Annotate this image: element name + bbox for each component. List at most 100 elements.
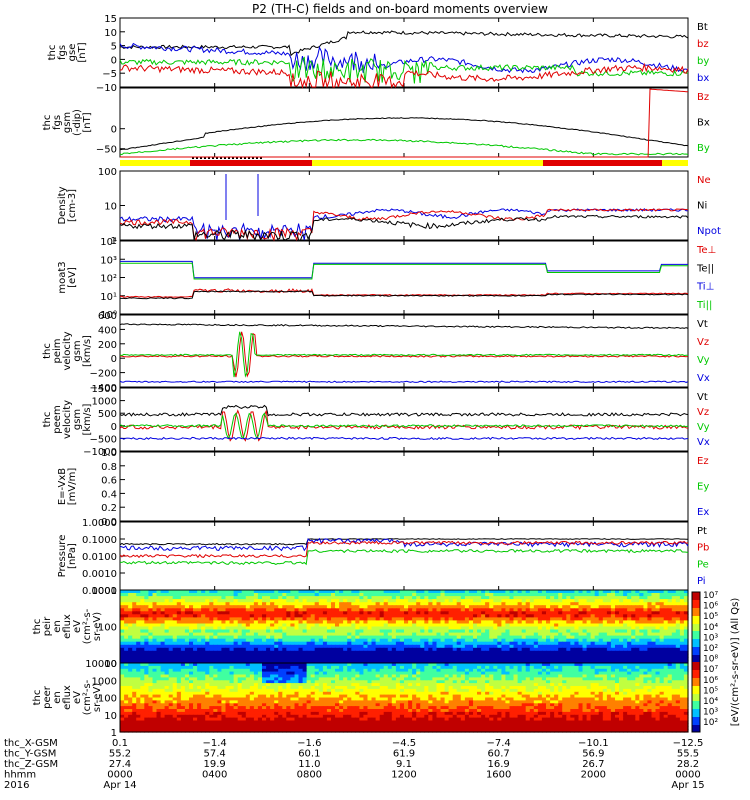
x-tick-value: −1.6: [297, 738, 321, 749]
y-axis-label: thc: [42, 115, 53, 131]
y-axis-label: gsm: [72, 409, 83, 430]
colorbar-tick-label: 10⁶: [703, 676, 718, 686]
y-tick-label: 10: [104, 659, 117, 670]
colorbar-cell: [692, 660, 700, 662]
colorbar-cell: [692, 706, 700, 708]
colorbar-cell: [692, 592, 700, 594]
legend-bx: bx: [697, 73, 709, 84]
colorbar-cell: [692, 728, 700, 730]
legend-npot: Npot: [697, 226, 721, 237]
y-axis-label: Density: [57, 186, 68, 224]
colorbar-cell: [692, 631, 700, 633]
colorbar-cell: [692, 699, 700, 701]
colorbar-cell: [692, 644, 700, 646]
colorbar-cell: [692, 613, 700, 615]
colorbar-cell: [692, 594, 700, 596]
y-tick-label: 0.0001: [82, 586, 117, 597]
panel-1-frame: [119, 17, 689, 88]
colorbar-cell: [692, 600, 700, 602]
panel-3-frame: [119, 170, 689, 241]
y-axis-label: [km/s]: [82, 403, 93, 435]
colorbar-cell: [692, 624, 700, 626]
colorbar-cell: [692, 723, 700, 725]
colorbar-tick-label: 10⁷: [703, 591, 718, 601]
colorbar-cell: [692, 647, 700, 649]
colorbar-cell: [692, 708, 700, 710]
y-tick-label: 15: [104, 14, 117, 25]
y-axis-label: Pressure: [57, 535, 68, 578]
colorbar-cell: [692, 620, 700, 622]
legend-te: Te⊥: [696, 245, 716, 256]
colorbar-cell: [692, 724, 700, 726]
colorbar-cell: [692, 650, 700, 652]
panel-7-frame: [119, 451, 689, 522]
legend-vx: Vx: [697, 373, 710, 384]
series-bt: [119, 30, 689, 57]
colorbar-cell: [692, 635, 700, 637]
x-tick-value: Apr 15: [671, 780, 704, 791]
chart-title: P2 (TH-C) fields and on-board moments ov…: [252, 2, 548, 16]
colorbar-cell: [692, 668, 700, 670]
y-axis-label: velocity: [62, 331, 73, 370]
legend-by: by: [697, 56, 709, 67]
y-axis-label: velocity: [62, 400, 73, 439]
colorbar-cell: [692, 711, 700, 713]
y-tick-label: 1: [111, 236, 117, 247]
panel-6-frame: [119, 387, 689, 452]
series-vx-e: [119, 436, 689, 440]
legend-bz: bz: [697, 39, 709, 50]
x-tick-value: 27.4: [109, 759, 131, 770]
y-axis-label: eV: [72, 691, 83, 704]
y-tick-label: 0: [111, 55, 117, 66]
colorbar-cell: [692, 666, 700, 668]
y-tick-label: 1000: [92, 397, 117, 408]
x-tick-value: 0400: [202, 770, 227, 781]
y-axis-label: gse: [67, 44, 78, 62]
y-axis-label: [nPa]: [67, 543, 78, 569]
status-bar-segment: [543, 160, 662, 166]
colorbar-cell: [692, 597, 700, 599]
colorbar-cell: [692, 673, 700, 675]
y-tick-label: 10⁴: [100, 237, 117, 248]
x-tick-value: −1.4: [203, 738, 227, 749]
colorbar-cell: [692, 698, 700, 700]
y-axis-label: [mV/m]: [67, 468, 78, 506]
y-axis-label: fgs: [57, 45, 68, 60]
legend-vy: Vy: [697, 355, 710, 366]
colorbar-cell: [692, 602, 700, 604]
colorbar-cell: [692, 608, 700, 610]
colorbar-cell: [692, 616, 700, 618]
y-tick-label: 10⁰: [100, 310, 117, 321]
y-axis-label: gsm: [62, 112, 73, 133]
colorbar-cell: [692, 656, 700, 658]
colorbar-cell: [692, 709, 700, 711]
x-row-label: thc_Z-GSM: [4, 759, 58, 770]
colorbar-cell: [692, 642, 700, 644]
legend-vx: Vx: [697, 437, 710, 448]
colorbar-cell: [692, 652, 700, 654]
x-tick-value: −12.5: [673, 738, 704, 749]
status-dot: [212, 157, 214, 159]
x-tick-value: 0000: [675, 770, 700, 781]
colorbar-cell: [692, 715, 700, 717]
series-vx: [119, 380, 689, 383]
colorbar-cell: [692, 598, 700, 600]
colorbar-cell: [692, 689, 700, 691]
colorbar-cell: [692, 684, 700, 686]
colorbar-cell: [692, 690, 700, 692]
colorbar-cell: [692, 710, 700, 712]
legend-vy: Vy: [697, 422, 710, 433]
y-tick-label: 0.2: [101, 503, 117, 514]
colorbar-cell: [692, 612, 700, 614]
colorbar-cell: [692, 595, 700, 597]
x-tick-value: −7.4: [487, 738, 511, 749]
status-dot: [200, 157, 202, 159]
colorbar-cell: [692, 627, 700, 629]
legend-vt: Vt: [697, 392, 708, 403]
colorbar-cell: [692, 658, 700, 660]
colorbar-cell: [692, 649, 700, 651]
colorbar-cell: [692, 686, 700, 688]
x-tick-value: 16.9: [488, 759, 510, 770]
colorbar-cell: [692, 681, 700, 683]
colorbar-cell: [692, 636, 700, 638]
